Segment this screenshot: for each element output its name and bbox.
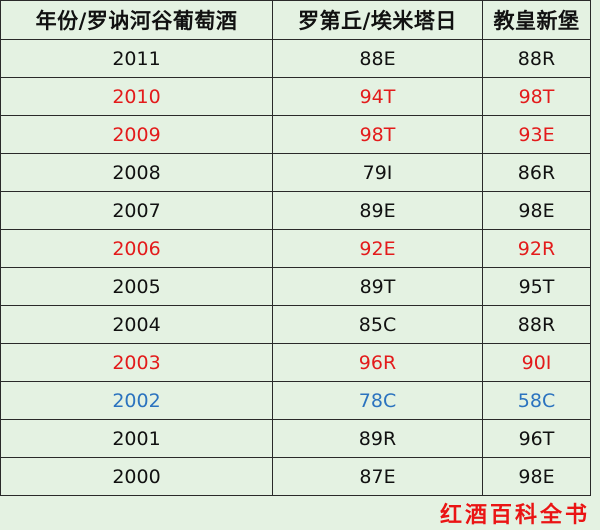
cell-chateauneuf-score: 98E [482, 457, 591, 496]
cell-chateauneuf-score: 98T [482, 77, 591, 116]
table-row: 2000 87E 98E [0, 457, 591, 496]
table-row: 2010 94T 98T [0, 77, 591, 116]
cell-year: 2003 [0, 343, 273, 382]
table-row: 2002 78C 58C [0, 381, 591, 420]
cell-cote-rotie-score: 78C [272, 381, 483, 420]
cell-year: 2005 [0, 267, 273, 306]
cell-cote-rotie-score: 88E [272, 39, 483, 78]
table-body: 2011 88E 88R 2010 94T 98T 2009 98T 93E 2008 79I 86R… [0, 39, 591, 496]
cell-chateauneuf-score: 93E [482, 115, 591, 154]
table-row: 2001 89R 96T [0, 419, 591, 458]
cell-year: 2008 [0, 153, 273, 192]
cell-year: 2004 [0, 305, 273, 344]
cell-year: 2000 [0, 457, 273, 496]
cell-year: 2007 [0, 191, 273, 230]
cell-cote-rotie-score: 87E [272, 457, 483, 496]
table-row: 2006 92E 92R [0, 229, 591, 268]
cell-cote-rotie-score: 79I [272, 153, 483, 192]
cell-cote-rotie-score: 94T [272, 77, 483, 116]
cell-cote-rotie-score: 89T [272, 267, 483, 306]
cell-chateauneuf-score: 96T [482, 419, 591, 458]
table-row: 2003 96R 90I [0, 343, 591, 382]
cell-year: 2010 [0, 77, 273, 116]
table-row: 2005 89T 95T [0, 267, 591, 306]
table-header-row: 年份/罗讷河谷葡萄酒 罗第丘/埃米塔日 教皇新堡 [0, 0, 591, 40]
cell-chateauneuf-score: 92R [482, 229, 591, 268]
cell-cote-rotie-score: 85C [272, 305, 483, 344]
cell-cote-rotie-score: 92E [272, 229, 483, 268]
cell-chateauneuf-score: 95T [482, 267, 591, 306]
cell-chateauneuf-score: 58C [482, 381, 591, 420]
cell-chateauneuf-score: 98E [482, 191, 591, 230]
header-chateauneuf-du-pape: 教皇新堡 [482, 0, 591, 40]
cell-chateauneuf-score: 90I [482, 343, 591, 382]
cell-year: 2011 [0, 39, 273, 78]
cell-year: 2009 [0, 115, 273, 154]
header-year-rhone: 年份/罗讷河谷葡萄酒 [0, 0, 273, 40]
table-row: 2009 98T 93E [0, 115, 591, 154]
cell-cote-rotie-score: 96R [272, 343, 483, 382]
vintage-rating-table: 年份/罗讷河谷葡萄酒 罗第丘/埃米塔日 教皇新堡 2011 88E 88R 2010 9… [0, 0, 591, 496]
table-row: 2008 79I 86R [0, 153, 591, 192]
cell-chateauneuf-score: 88R [482, 305, 591, 344]
table-row: 2011 88E 88R [0, 39, 591, 78]
cell-year: 2002 [0, 381, 273, 420]
cell-cote-rotie-score: 89E [272, 191, 483, 230]
cell-chateauneuf-score: 86R [482, 153, 591, 192]
table-row: 2007 89E 98E [0, 191, 591, 230]
header-cote-rotie-hermitage: 罗第丘/埃米塔日 [272, 0, 483, 40]
table-row: 2004 85C 88R [0, 305, 591, 344]
cell-cote-rotie-score: 89R [272, 419, 483, 458]
cell-year: 2001 [0, 419, 273, 458]
watermark-logo: 红酒百科全书 [439, 503, 590, 528]
cell-cote-rotie-score: 98T [272, 115, 483, 154]
cell-chateauneuf-score: 88R [482, 39, 591, 78]
cell-year: 2006 [0, 229, 273, 268]
